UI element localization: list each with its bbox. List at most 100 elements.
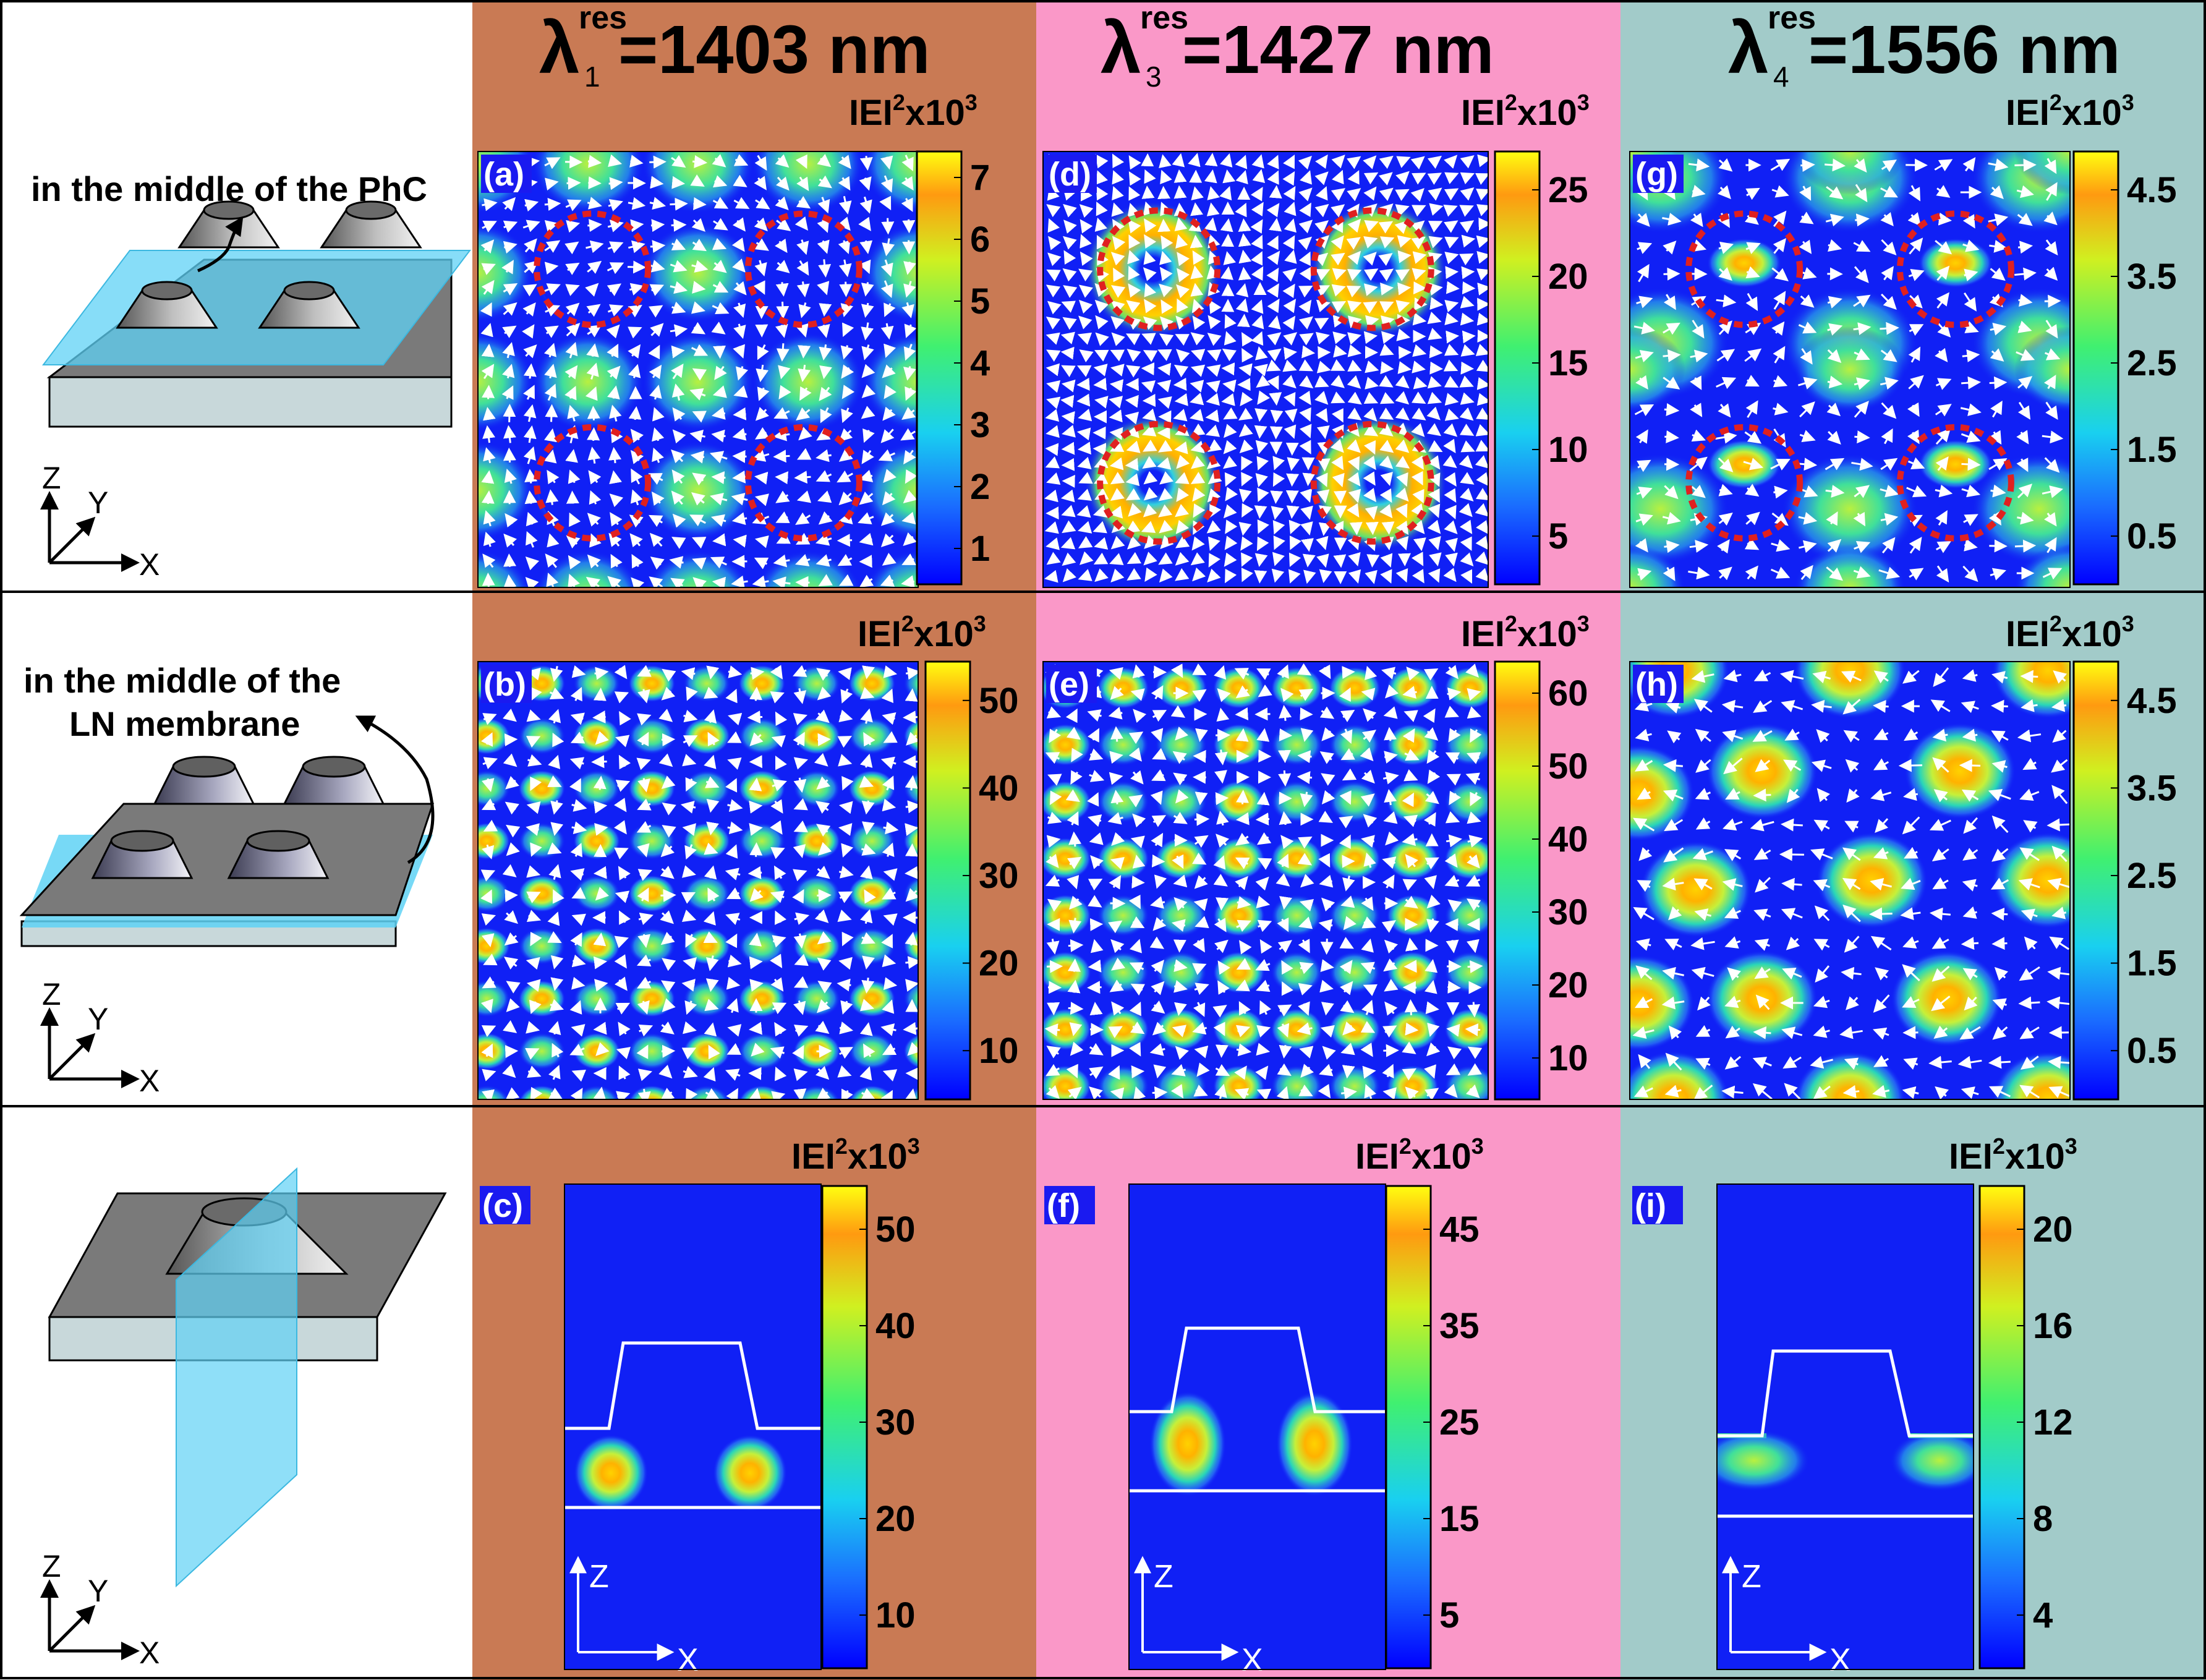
panel-label: (f) (1047, 1187, 1080, 1224)
axis-label-x: X (139, 547, 160, 582)
colorbar-tick-label: 0.5 (2127, 516, 2177, 556)
header-sub-3: 4 (1773, 61, 1789, 93)
xz-axis-label-x: X (1829, 1642, 1851, 1678)
panel-c: Z X (c) 50 40 30 20 10 IEI2x103 (480, 1133, 920, 1678)
colorbar-title: IEI2x103 (791, 1133, 920, 1177)
header-col-1: λ res 1 =1403 nm (539, 0, 931, 93)
colorbar-tick-label: 20 (979, 944, 1019, 984)
colorbar-tick-label: 45 (1439, 1209, 1480, 1250)
colorbar-tick-label: 5 (1548, 516, 1568, 556)
header-value-2: =1427 nm (1182, 12, 1494, 88)
colorbar-tick-label: 10 (1548, 1038, 1588, 1078)
panel-label-bg (481, 155, 532, 193)
panel-label: (b) (483, 666, 526, 703)
panel-label-bg (1044, 1186, 1095, 1224)
schematic-row-1: in the middle of the PhC (31, 169, 472, 428)
colorbar-tick-label: 15 (1548, 343, 1588, 383)
pillar-outline (744, 210, 862, 328)
panel-label-bg (1633, 155, 1684, 193)
field-arrows (480, 153, 918, 587)
colorbar-tick-label: 35 (1439, 1306, 1480, 1346)
colorbar-tick-label: 1 (970, 529, 990, 569)
colorbar-tick-label: 40 (979, 768, 1019, 808)
header-value-1: =1403 nm (618, 12, 931, 88)
colorbar-tick-label: 20 (875, 1499, 916, 1539)
header-value-3: =1556 nm (1808, 12, 2121, 88)
colorbar-tick-label: 15 (1439, 1499, 1480, 1539)
colorbar (2072, 150, 2119, 586)
colorbar-tick-label: 10 (979, 1031, 1019, 1071)
axis-label-x: X (139, 1635, 160, 1670)
colorbar-title: IEI2x103 (1461, 611, 1590, 654)
colorbar (1978, 1185, 2025, 1669)
panel-label-bg (481, 665, 532, 703)
colorbar-tick-label: 7 (970, 158, 990, 198)
colorbar (924, 660, 971, 1101)
xz-axis-label-x: X (1241, 1642, 1263, 1678)
colorbar-title: IEI2x103 (1355, 1133, 1484, 1177)
xz-axis-label-z: Z (1742, 1559, 1761, 1595)
panel-label: (h) (1635, 666, 1678, 703)
axis-label-z: Z (42, 1549, 61, 1584)
colorbar (821, 1185, 868, 1669)
colorbar-tick-label: 2 (970, 467, 990, 507)
colorbar-tick-label: 8 (2033, 1499, 2053, 1539)
colorbar-tick-label: 30 (1548, 892, 1588, 932)
field-arrows (1044, 153, 1488, 584)
colorbar-tick-label: 40 (1548, 819, 1588, 859)
axis-triad-row-3: ZYX (40, 1549, 160, 1670)
colorbar-tick-label: 5 (970, 281, 990, 322)
panel-h: (h) 4.5 3.5 2.5 1.5 0.5 IEI2x103 (1629, 611, 2177, 1101)
panel-label-bg (1046, 155, 1097, 193)
colorbar-title: IEI2x103 (1461, 90, 1590, 133)
colorbar-tick-label: 12 (2033, 1402, 2073, 1443)
colorbar-tick-label: 25 (1439, 1402, 1480, 1443)
colorbar-tick-label: 4.5 (2127, 170, 2177, 210)
header-sup-2: res (1140, 0, 1188, 36)
header-col-2: λ res 3 =1427 nm (1101, 0, 1494, 93)
svg-text:λ: λ (539, 7, 580, 89)
colorbar-tick-label: 3.5 (2127, 257, 2177, 297)
colorbar-tick-label: 20 (1548, 965, 1588, 1005)
panel-b: (b) 50 40 30 20 10 IEI2x103 (477, 611, 1019, 1101)
field-arrows (1633, 156, 2064, 583)
colorbar-tick-label: 60 (1548, 673, 1588, 714)
colorbar-title: IEI2x103 (1949, 1133, 2077, 1177)
colorbar (916, 150, 963, 586)
header-sub-2: 3 (1146, 61, 1162, 93)
axis-label-y: Y (88, 485, 108, 520)
svg-text:λ: λ (1728, 7, 1769, 89)
colorbar-tick-label: 50 (1548, 746, 1588, 787)
colorbar-tick-label: 10 (1548, 430, 1588, 470)
xz-axis-label-z: Z (589, 1559, 609, 1595)
axis-label-x: X (139, 1064, 160, 1098)
colorbar (1494, 150, 1541, 586)
panel-label-bg (1632, 1186, 1683, 1224)
colorbar (2072, 660, 2119, 1101)
panel-label: (i) (1635, 1187, 1666, 1224)
row-1-caption-line-1: in the middle of the PhC (31, 169, 427, 208)
colorbar-tick-label: 5 (1439, 1595, 1459, 1635)
colorbar-tick-label: 2.5 (2127, 856, 2177, 896)
panel-a: (a) 7 6 5 4 3 2 1 IEI2x103 (477, 90, 990, 588)
panel-label-bg (480, 1186, 530, 1224)
colorbar-tick-label: 10 (875, 1595, 916, 1635)
colorbar-tick-label: 20 (2033, 1209, 2073, 1250)
colorbar-tick-label: 40 (875, 1306, 916, 1346)
panel-label: (d) (1049, 156, 1091, 193)
pillar-outline (1097, 207, 1221, 331)
colorbar-tick-label: 30 (979, 856, 1019, 896)
pillar-outline (1097, 420, 1221, 545)
schematic-row-3 (48, 1167, 447, 1588)
structure-outline (564, 1341, 821, 1430)
pillar-outline (534, 424, 652, 542)
colorbar-tick-label: 4 (2033, 1595, 2053, 1635)
structure-outline (1717, 1349, 1974, 1438)
pillar-outline (1685, 210, 1804, 328)
colorbar-title: IEI2x103 (2006, 90, 2134, 133)
pillar-outline (534, 210, 652, 328)
pillar-outline (1310, 207, 1434, 331)
colorbar-tick-label: 1.5 (2127, 430, 2177, 470)
colorbar-tick-label: 3.5 (2127, 768, 2177, 808)
